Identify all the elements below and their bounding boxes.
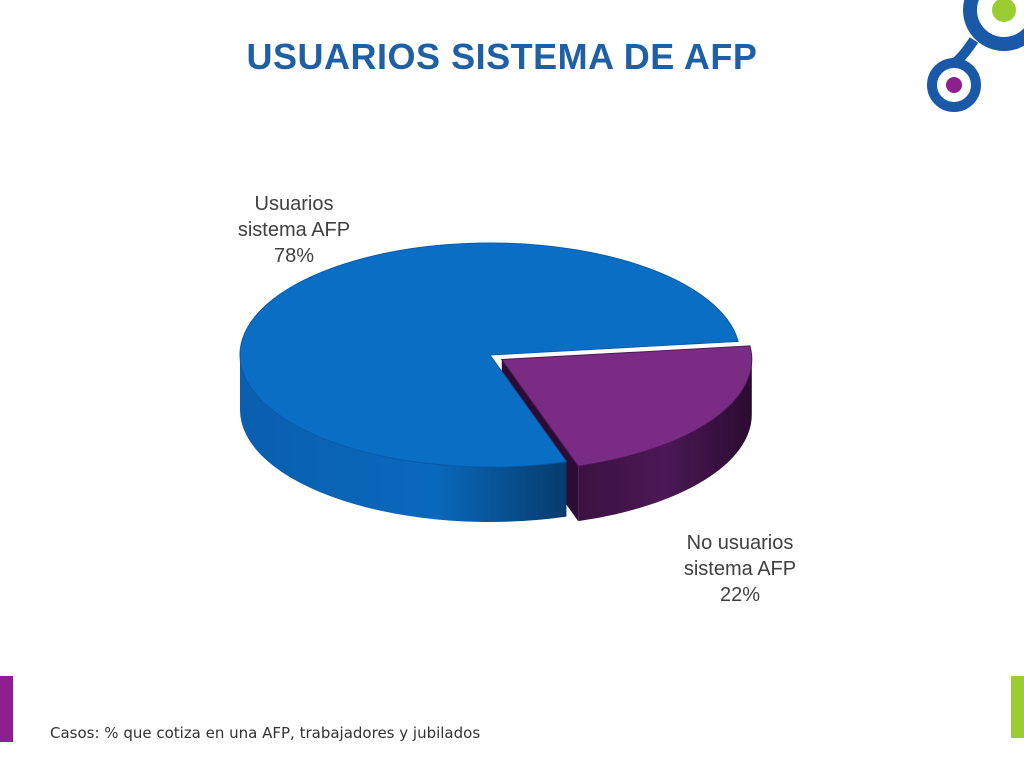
slice-label-users: Usuarios sistema AFP 78% <box>214 191 374 269</box>
footnote: Casos: % que cotiza en una AFP, trabajad… <box>50 724 481 742</box>
slice-label-non-users-line2: sistema AFP <box>683 558 797 580</box>
slice-label-users-value: 78% <box>273 245 315 267</box>
slice-label-non-users-value: 22% <box>719 584 761 606</box>
slide-title: USUARIOS SISTEMA DE AFP <box>246 36 758 77</box>
pie-slice-users <box>239 242 739 468</box>
slice-label-users-line1: Usuarios <box>254 193 334 215</box>
slice-label-users-line2: sistema AFP <box>237 219 351 241</box>
slice-label-non-users-line1: No usuarios <box>686 532 794 554</box>
slice-label-non-users: No usuarios sistema AFP 22% <box>660 530 820 608</box>
pie-slice-non-users-side <box>578 359 752 522</box>
accent-bar-right <box>1011 676 1024 738</box>
accent-bar-left <box>0 676 13 742</box>
pie-slice-users-side <box>240 355 567 523</box>
pie-slice-non-users <box>500 345 753 467</box>
logo-icon <box>927 0 1024 112</box>
